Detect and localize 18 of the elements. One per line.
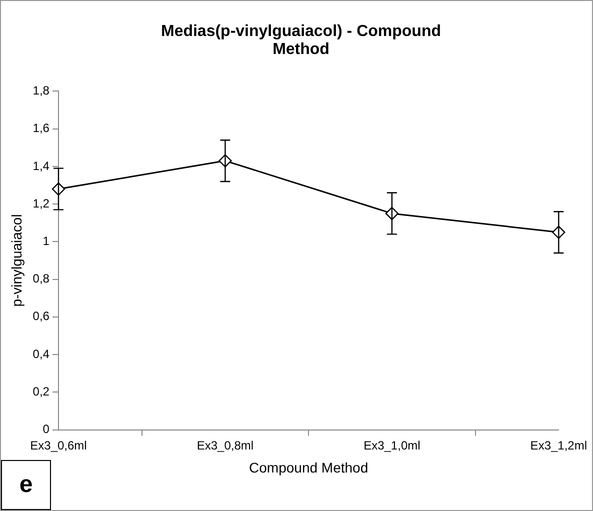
x-tick-label: Ex3_0,6ml [30,438,87,452]
y-tick-label: 0 [42,422,50,436]
x-tick-label: Ex3_1,0ml [364,438,420,452]
x-tick-label: Ex3_0,8ml [196,438,254,452]
y-tick-label: 0,6 [32,309,50,324]
x-axis-title: Compound Method [249,459,368,476]
y-axis-title: p-vinylguaiacol [8,214,24,307]
y-tick-label: 0,2 [32,384,50,398]
y-tick-label: 1,6 [32,121,50,136]
chart-title: Medias(p-vinylguaiacol) - Compound Method [160,23,442,59]
y-tick-label: 1,4 [32,158,50,173]
y-tick-label: 1 [42,234,50,248]
y-tick-label: 1,8 [32,84,50,98]
y-tick-label: 0,4 [32,346,50,361]
y-tick-label: 1,2 [32,196,50,210]
text: e [1,460,51,510]
y-tick-label: 0,8 [32,272,50,286]
x-tick-label: Ex3_1,2ml [530,438,588,452]
